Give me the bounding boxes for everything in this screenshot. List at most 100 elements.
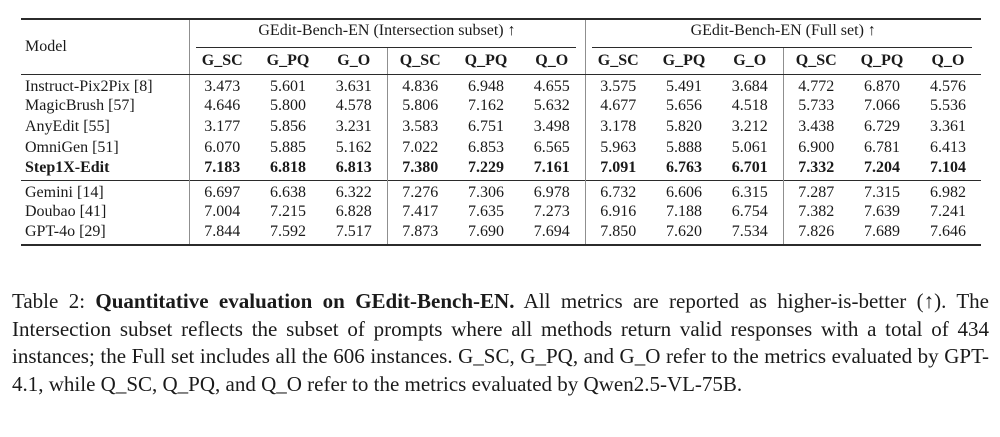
metric-value: 6.070 <box>188 137 255 159</box>
metric-value: 4.578 <box>335 97 372 114</box>
metric-value: 7.306 <box>453 179 519 202</box>
metric-value: 6.813 <box>335 158 372 176</box>
group-header-intersection-subset: GEdit-Bench-EN (Intersection subset) ↑ <box>188 19 585 48</box>
metric-value: 4.772 <box>782 74 849 96</box>
metric-value: 4.677 <box>584 95 651 117</box>
model-name: Instruct-Pix2Pix [8] <box>25 77 153 95</box>
metric-value: 6.413 <box>930 139 966 156</box>
metric-value: 5.162 <box>335 139 372 156</box>
metric-value: 5.536 <box>930 97 966 114</box>
metric-value: 6.900 <box>782 137 849 159</box>
metric-header-q_sc-intersection: Q_SC <box>386 48 453 75</box>
metric-value: 3.231 <box>335 118 372 135</box>
metric-value: 7.873 <box>386 222 453 245</box>
metric-value: 5.601 <box>270 77 306 95</box>
metric-value: 7.689 <box>864 222 900 240</box>
metric-value: 7.273 <box>533 203 570 220</box>
caption-prefix: Table 2: <box>12 289 96 313</box>
metric-value: 6.697 <box>188 179 255 202</box>
metric-header-g_sc-intersection: G_SC <box>188 48 255 75</box>
metric-value: 6.565 <box>533 139 570 156</box>
model-name: MagicBrush [57] <box>25 97 135 114</box>
table-row: Step1X-Edit 7.183 6.818 6.813 7.380 7.229 7.16… <box>21 158 981 180</box>
table-row: OmniGen [51] 6.070 5.885 5.162 7.022 6.853 6.5… <box>21 137 981 159</box>
metric-value: 5.800 <box>270 97 306 114</box>
metric-value: 6.982 <box>915 179 981 202</box>
group-header-full-set: GEdit-Bench-EN (Full set) ↑ <box>584 19 981 48</box>
metric-value: 5.491 <box>666 77 702 95</box>
metric-header-g_o-intersection: G_O <box>321 48 387 75</box>
metric-header-q_o-intersection: Q_O <box>519 48 585 75</box>
metric-value: 6.763 <box>666 158 702 176</box>
metric-value: 3.684 <box>731 77 768 95</box>
metric-value: 6.853 <box>468 139 504 156</box>
table-row: AnyEdit [55] 3.177 5.856 3.231 3.583 6.751 3.4… <box>21 116 981 138</box>
model-name: Step1X-Edit <box>25 158 110 176</box>
metric-value: 6.781 <box>864 139 900 156</box>
metric-value: 3.177 <box>188 116 255 138</box>
metric-value: 7.315 <box>849 179 915 202</box>
metric-value: 5.632 <box>533 97 570 114</box>
metric-value: 4.518 <box>731 97 768 114</box>
metric-header-g_pq-intersection: G_PQ <box>255 48 321 75</box>
metric-value: 7.022 <box>386 137 453 159</box>
metric-value: 4.655 <box>533 77 570 95</box>
metric-value: 3.473 <box>188 74 255 96</box>
metric-value: 4.646 <box>188 95 255 117</box>
metric-header-q_o-full: Q_O <box>915 48 981 75</box>
metric-value: 6.606 <box>651 179 717 202</box>
benchmark-table: Model GEdit-Bench-EN (Intersection subse… <box>21 18 981 246</box>
metric-value: 5.733 <box>782 95 849 117</box>
metric-header-g_o-full: G_O <box>717 48 783 75</box>
metric-value: 7.850 <box>584 222 651 245</box>
metric-header-g_sc-full: G_SC <box>584 48 651 75</box>
metric-header-row: G_SC G_PQ G_O Q_SC Q_PQ Q_O G_SC G_PQ G_O Q_SC Q_P… <box>21 48 981 75</box>
metric-header-q_pq-intersection: Q_PQ <box>453 48 519 75</box>
metric-value: 3.438 <box>782 116 849 138</box>
metric-value: 7.188 <box>666 203 702 220</box>
metric-value: 7.241 <box>930 203 966 220</box>
metric-header-q_pq-full: Q_PQ <box>849 48 915 75</box>
metric-value: 5.963 <box>584 137 651 159</box>
group-header-row: Model GEdit-Bench-EN (Intersection subse… <box>21 19 981 75</box>
metric-value: 7.646 <box>930 222 966 240</box>
metric-value: 3.575 <box>584 74 651 96</box>
metric-value: 7.091 <box>584 158 651 180</box>
metric-value: 3.212 <box>731 118 768 135</box>
metric-value: 7.332 <box>782 158 849 180</box>
table-row: MagicBrush [57] 4.646 5.800 4.578 5.806 7.162… <box>21 95 981 117</box>
model-column-header: Model <box>21 19 189 75</box>
metric-value: 7.162 <box>468 97 504 114</box>
metric-value: 6.729 <box>864 118 900 135</box>
metric-value: 5.061 <box>731 139 768 156</box>
model-name: GPT-4o [29] <box>25 222 106 240</box>
metric-value: 5.820 <box>666 118 702 135</box>
metric-value: 7.229 <box>468 158 504 176</box>
model-name: OmniGen [51] <box>25 139 119 156</box>
metric-value: 5.888 <box>666 139 702 156</box>
metric-value: 7.004 <box>188 201 255 223</box>
metric-value: 6.754 <box>731 203 768 220</box>
metric-value: 5.806 <box>386 95 453 117</box>
metric-value: 4.836 <box>386 74 453 96</box>
metric-value: 7.620 <box>666 222 702 240</box>
metric-value: 5.885 <box>270 139 306 156</box>
metric-value: 7.382 <box>782 201 849 223</box>
metric-value: 6.828 <box>335 203 372 220</box>
metric-value: 6.916 <box>584 201 651 223</box>
caption-bold-title: Quantitative evaluation on GEdit-Bench-E… <box>95 289 515 313</box>
metric-value: 7.215 <box>270 203 306 220</box>
metric-value: 7.287 <box>782 179 849 202</box>
metric-value: 5.656 <box>666 97 702 114</box>
model-name: Gemini [14] <box>21 179 189 202</box>
metric-value: 6.818 <box>270 158 306 176</box>
metric-value: 7.694 <box>533 222 570 240</box>
table-caption: Table 2: Quantitative evaluation on GEdi… <box>12 288 989 398</box>
metric-value: 7.104 <box>930 158 966 176</box>
metric-value: 4.576 <box>930 77 966 95</box>
metric-value: 7.066 <box>864 97 900 114</box>
table-row: GPT-4o [29] 7.844 7.592 7.517 7.873 7.690 7.69… <box>21 222 981 245</box>
metric-value: 3.631 <box>335 77 372 95</box>
table-row: Gemini [14] 6.697 6.638 6.322 7.276 7.306 6.97… <box>21 179 981 202</box>
